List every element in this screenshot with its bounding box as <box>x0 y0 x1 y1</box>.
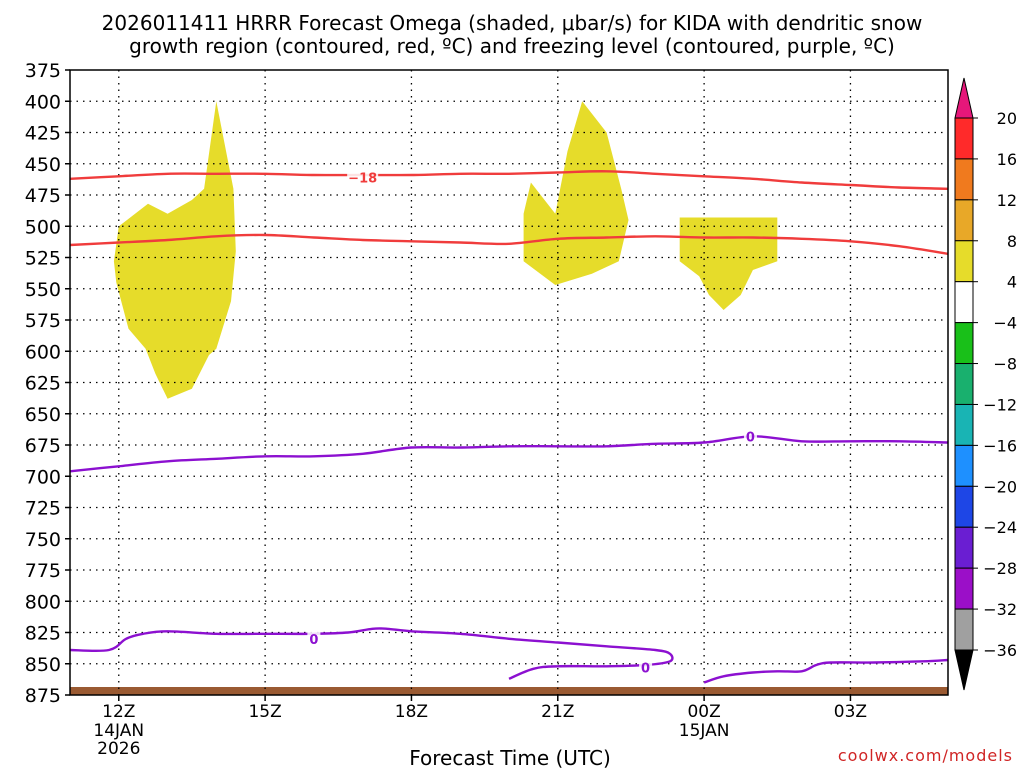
x-tick-label-15z: 15Z <box>248 702 281 722</box>
y-tick-label-750: 750 <box>25 529 61 551</box>
x-tick-label-12z: 12Z <box>102 702 135 722</box>
colorbar-cell-1 <box>954 158 974 201</box>
y-tick-label-400: 400 <box>25 91 61 113</box>
freezing-level-lower-b-label-bg <box>639 659 653 674</box>
freezing-level-upper-label-bg <box>743 428 757 443</box>
x-tick-sublabel-2026: 2026 <box>97 739 140 759</box>
colorbar-cell-11 <box>954 567 974 610</box>
colorbar-label-4: 4 <box>1007 273 1017 292</box>
y-tick-label-625: 625 <box>25 373 61 395</box>
colorbar-label-12: −32 <box>983 600 1017 619</box>
y-tick-label-525: 525 <box>25 248 61 270</box>
y-axis: 375 400 425 450 475 500 525 550 575 600 625 650 675 7… <box>25 60 70 707</box>
y-tick-label-675: 675 <box>25 435 61 457</box>
credit-text: coolwx.com/models <box>838 746 1013 765</box>
y-tick-label-700: 700 <box>25 466 61 488</box>
colorbar-cell-4 <box>954 281 974 324</box>
colorbar-label-6: −8 <box>993 355 1017 374</box>
y-tick-label-450: 450 <box>25 154 61 176</box>
isotherm-minus18-upper <box>69 170 949 190</box>
y-tick-label-475: 475 <box>25 185 61 207</box>
y-tick-label-775: 775 <box>25 560 61 582</box>
omega-area-1 <box>113 101 236 399</box>
colorbar-cell-3 <box>954 240 974 283</box>
freezing-level-lower-a-label: 0 <box>309 633 318 648</box>
colorbar-label-10: −24 <box>983 518 1017 537</box>
freezing-level-upper-label: 0 <box>746 430 755 445</box>
colorbar-label-3: 8 <box>1007 232 1017 251</box>
colorbar-label-2: 12 <box>997 191 1017 210</box>
ground-layer <box>70 687 948 695</box>
x-tick-label-03z: 03Z <box>834 702 867 722</box>
y-tick-label-875: 875 <box>25 685 61 707</box>
colorbar-label-8: −16 <box>983 436 1017 455</box>
freezing-level-lower-b <box>703 658 949 684</box>
isotherm-minus18-upper-label-bg <box>347 169 379 184</box>
omega-area-3 <box>679 217 778 310</box>
isotherm-minus18-lower <box>69 233 949 255</box>
freezing-level-lower-b-label: 0 <box>641 662 650 677</box>
y-tick-label-825: 825 <box>25 623 61 645</box>
x-tick-label-18z: 18Z <box>395 702 428 722</box>
colorbar-label-1: 16 <box>997 150 1017 169</box>
colorbar-cell-2 <box>954 199 974 242</box>
colorbar-cell-5 <box>954 322 974 365</box>
y-tick-label-725: 725 <box>25 498 61 520</box>
y-tick-label-550: 550 <box>25 279 61 301</box>
colorbar-label-9: −20 <box>983 477 1017 496</box>
y-tick-label-850: 850 <box>25 654 61 676</box>
y-tick-label-600: 600 <box>25 341 61 363</box>
colorbar-label-13: −36 <box>983 641 1017 660</box>
chart-title-line-1: 2026011411 HRRR Forecast Omega (shaded, … <box>102 11 923 35</box>
colorbar-cell-9 <box>954 485 974 528</box>
y-tick-label-800: 800 <box>25 591 61 613</box>
colorbar-label-5: −4 <box>993 314 1017 333</box>
x-axis-title: Forecast Time (UTC) <box>409 746 611 768</box>
ground-strip <box>70 687 948 695</box>
y-tick-label-375: 375 <box>25 60 61 82</box>
x-tick-label-21z: 21Z <box>541 702 574 722</box>
colorbar-cell-7 <box>954 403 974 446</box>
colorbar-legend: 20 16 12 8 4 −4 −8 −12 −16 −20 −24 −28 −32 −36 <box>954 77 1017 691</box>
colorbar-label-11: −28 <box>983 559 1017 578</box>
freezing-level-lower-a-label-bg <box>307 630 321 645</box>
contour-layer: −18 0 0 0 <box>69 169 949 684</box>
freezing-level-upper <box>69 435 949 473</box>
y-tick-label-650: 650 <box>25 404 61 426</box>
x-tick-label-00z: 00Z <box>687 702 720 722</box>
colorbar-label-0: 20 <box>997 109 1017 128</box>
chart-title-line-2: growth region (contoured, red, ºC) and f… <box>129 34 895 58</box>
colorbar-bottom-arrow <box>954 649 974 691</box>
colorbar-cell-0 <box>954 117 974 160</box>
colorbar-cell-10 <box>954 526 974 569</box>
x-tick-sublabel-15jan: 15JAN <box>679 721 730 741</box>
colorbar-cell-8 <box>954 444 974 487</box>
y-tick-label-500: 500 <box>25 216 61 238</box>
x-tick-sublabel-14jan: 14JAN <box>93 721 144 741</box>
y-tick-label-575: 575 <box>25 310 61 332</box>
colorbar-cell-6 <box>954 363 974 405</box>
colorbar-cell-12 <box>954 608 974 651</box>
y-tick-label-425: 425 <box>25 123 61 145</box>
colorbar-label-7: −12 <box>983 395 1017 414</box>
isotherm-minus18-upper-label: −18 <box>348 172 377 187</box>
